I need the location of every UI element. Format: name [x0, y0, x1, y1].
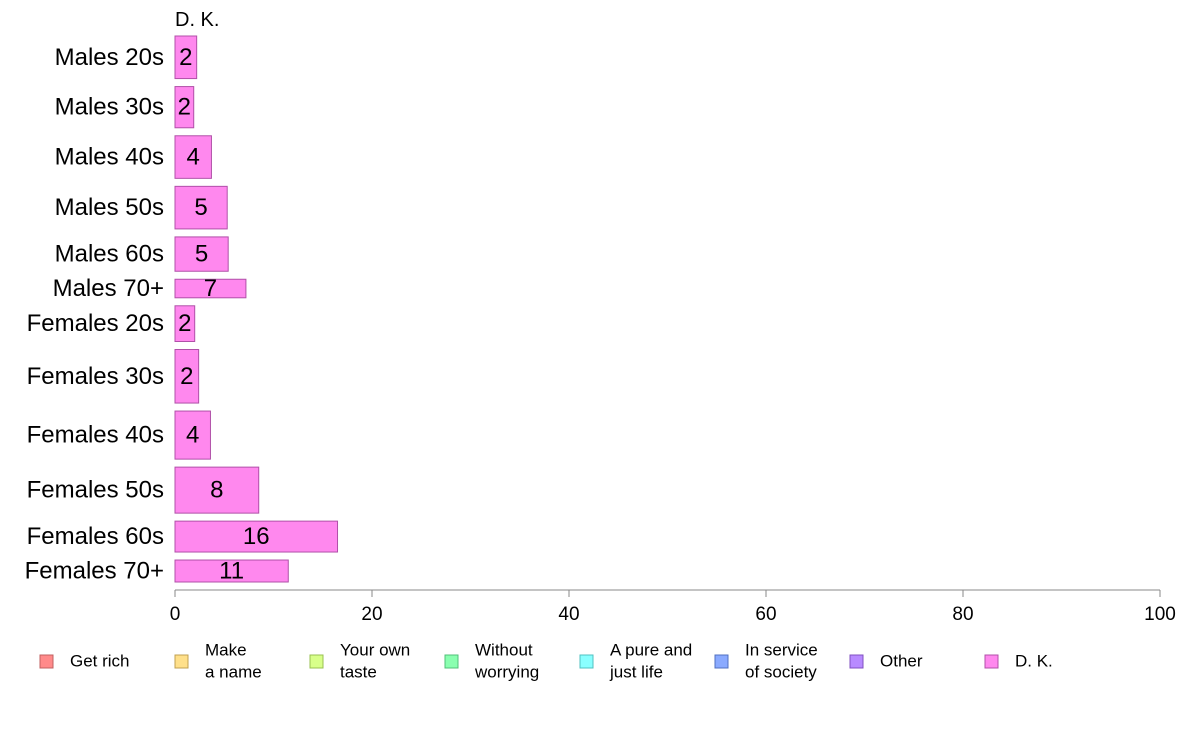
legend-swatch — [309, 654, 324, 669]
legend-label: taste — [340, 663, 377, 682]
category-label: Males 40s — [55, 144, 164, 171]
bar — [174, 135, 212, 179]
legend-swatch — [579, 654, 594, 669]
bar — [174, 559, 289, 583]
category-label: Males 60s — [55, 241, 164, 268]
bar — [174, 305, 196, 342]
category-label: Males 30s — [55, 94, 164, 121]
x-tick-label: 100 — [1144, 604, 1176, 625]
x-axis: 0 20 40 60 80 100 — [170, 589, 1176, 625]
bar-value-label: 2 — [178, 310, 191, 337]
category-label: Males 70+ — [53, 275, 164, 302]
category-label: Males 20s — [55, 44, 164, 71]
bar-value-label: 4 — [186, 422, 199, 449]
legend-swatch — [849, 654, 864, 669]
legend-label: Get rich — [70, 652, 130, 671]
category-label: Females 70+ — [25, 558, 164, 585]
bar-value-label: 5 — [194, 194, 207, 221]
legend: Get rich Make a name Your own taste Without wo… — [39, 641, 1053, 682]
bar — [174, 348, 200, 404]
x-tick-label: 0 — [170, 604, 181, 625]
bar — [174, 466, 260, 514]
bar-value-label: 16 — [243, 523, 270, 550]
category-label: Females 40s — [27, 422, 164, 449]
category-label: Females 20s — [27, 310, 164, 337]
bar-value-label: 2 — [179, 44, 192, 71]
legend-label: Other — [880, 652, 923, 671]
legend-label: A pure and — [610, 641, 692, 660]
legend-label: Without — [475, 641, 533, 660]
x-tick-label: 20 — [361, 604, 382, 625]
bar — [174, 278, 247, 299]
bar-value-label: 2 — [178, 94, 191, 121]
category-label: Females 60s — [27, 523, 164, 550]
legend-label: Make — [205, 641, 247, 660]
bar — [174, 410, 211, 460]
bar — [174, 520, 339, 553]
bar-value-label: 4 — [187, 144, 200, 171]
legend-swatch — [984, 654, 999, 669]
category-label: Females 50s — [27, 477, 164, 504]
bar-value-label: 7 — [204, 275, 217, 302]
legend-label: In service — [745, 641, 818, 660]
legend-label: worrying — [474, 663, 539, 682]
legend-label: D. K. — [1015, 652, 1053, 671]
legend-label: just life — [609, 663, 663, 682]
x-tick-label: 40 — [558, 604, 579, 625]
bars-group: Males 20s 2 Males 30s 2 Males 40s 4 Males 50s 5… — [25, 35, 339, 585]
bar-value-label: 11 — [219, 558, 244, 585]
x-tick-label: 80 — [952, 604, 973, 625]
category-label: Males 50s — [55, 194, 164, 221]
legend-swatch — [174, 654, 189, 669]
bar — [174, 185, 228, 230]
bar-value-label: 8 — [210, 477, 223, 504]
bar — [174, 35, 198, 80]
bar — [174, 86, 195, 129]
bar — [174, 236, 229, 272]
x-tick-label: 60 — [755, 604, 776, 625]
bar-value-label: 2 — [180, 363, 193, 390]
category-label: Females 30s — [27, 363, 164, 390]
legend-label: a name — [205, 663, 262, 682]
bar-value-label: 5 — [195, 241, 208, 268]
legend-swatch — [714, 654, 729, 669]
legend-label: of society — [745, 663, 817, 682]
legend-label: Your own — [340, 641, 410, 660]
panel-title: D. K. — [175, 9, 219, 31]
legend-swatch — [444, 654, 459, 669]
legend-swatch — [39, 654, 54, 669]
